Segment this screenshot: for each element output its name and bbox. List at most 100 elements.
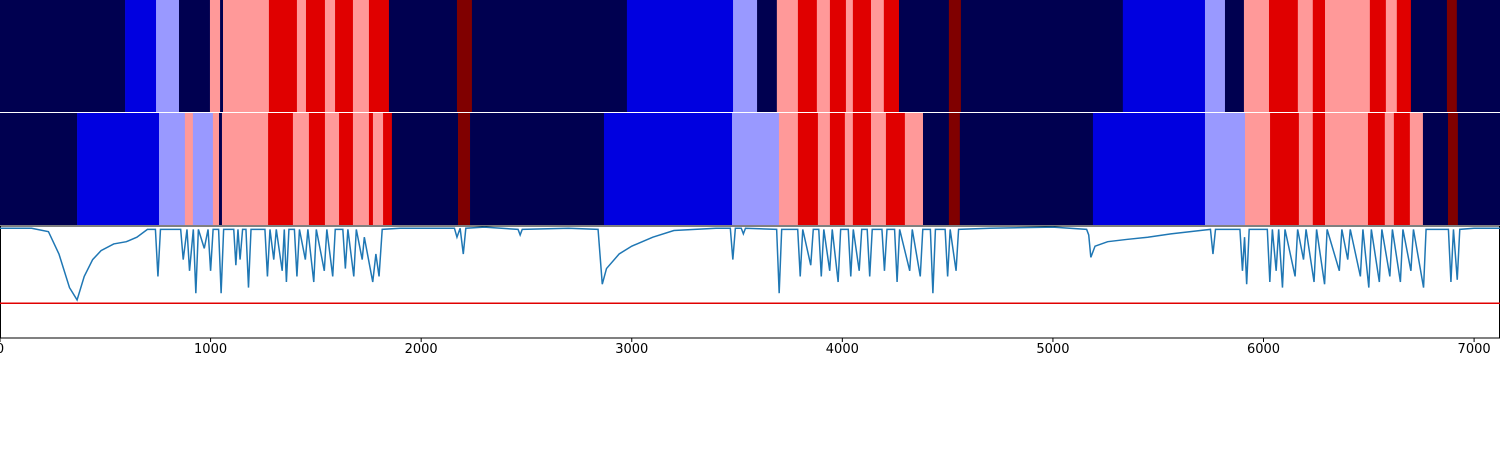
- segment: [268, 113, 294, 225]
- segment: [1312, 113, 1326, 225]
- segment: [852, 113, 872, 225]
- segment: [870, 0, 885, 112]
- segment: [456, 0, 473, 112]
- segment: [948, 0, 962, 112]
- segment: [221, 113, 269, 225]
- segment: [0, 113, 78, 225]
- segment: [1393, 113, 1411, 225]
- segment: [904, 113, 924, 225]
- segment: [1325, 113, 1369, 225]
- segment: [776, 0, 799, 112]
- segment: [458, 113, 471, 225]
- line: [0, 226, 1500, 302]
- segment: [470, 113, 605, 225]
- segment: [339, 113, 354, 225]
- segment: [885, 113, 906, 225]
- segment: [817, 113, 831, 225]
- segment: [829, 0, 847, 112]
- segment: [1385, 0, 1398, 112]
- segment: [603, 113, 733, 225]
- segment: [959, 113, 1094, 225]
- segment: [223, 0, 270, 112]
- x-tick-label: 4000: [826, 342, 859, 357]
- segment: [212, 113, 220, 225]
- segment: [352, 113, 370, 225]
- segment: [335, 0, 354, 112]
- segment: [797, 0, 818, 112]
- segment: [829, 113, 846, 225]
- segment: [948, 113, 961, 225]
- x-tick-label: 5000: [1036, 342, 1069, 357]
- segment: [156, 0, 180, 112]
- x-tick-label: 3000: [615, 342, 648, 357]
- segment: [368, 0, 390, 112]
- plot-frame: [0, 225, 1500, 339]
- segment: [852, 0, 872, 112]
- segment: [844, 113, 854, 225]
- segment: [845, 0, 854, 112]
- segment: [1312, 0, 1326, 112]
- segment: [292, 113, 310, 225]
- segment: [1298, 113, 1314, 225]
- x-tick-label: 6000: [1247, 342, 1280, 357]
- segment: [1325, 0, 1371, 112]
- segment: [324, 0, 336, 112]
- segment: [1384, 113, 1395, 225]
- segment: [1122, 0, 1206, 112]
- segment: [1369, 0, 1387, 112]
- segment: [1297, 0, 1314, 112]
- segment: [757, 0, 778, 112]
- segment: [1270, 113, 1300, 225]
- segment: [731, 113, 780, 225]
- segment: [158, 113, 186, 225]
- segment: [219, 113, 223, 225]
- segment: [1422, 113, 1449, 225]
- segment: [1457, 113, 1500, 225]
- segment: [1446, 0, 1458, 112]
- segment: [1224, 0, 1245, 112]
- x-tick-label: 1000: [194, 342, 227, 357]
- segment: [733, 0, 758, 112]
- segment: [296, 0, 307, 112]
- segment: [1456, 0, 1500, 112]
- segment: [1204, 113, 1246, 225]
- segment: [388, 0, 458, 112]
- segment: [0, 0, 126, 112]
- segment: [816, 0, 831, 112]
- segment: [391, 113, 459, 225]
- segment: [77, 113, 160, 225]
- segment: [1367, 113, 1386, 225]
- segment: [1092, 113, 1206, 225]
- segment: [1410, 0, 1448, 112]
- segment: [1268, 0, 1299, 112]
- segment: [898, 0, 950, 112]
- segment: [184, 113, 194, 225]
- segment: [1409, 113, 1424, 225]
- x-tick-label: 7000: [1458, 342, 1491, 357]
- segment: [626, 0, 734, 112]
- segment: [922, 113, 950, 225]
- segment: [192, 113, 214, 225]
- segment: [305, 0, 326, 112]
- segment: [178, 0, 211, 112]
- segment: [209, 0, 221, 112]
- segment: [1244, 113, 1271, 225]
- segment: [268, 0, 298, 112]
- segment: [125, 0, 157, 112]
- segment: [352, 0, 370, 112]
- segment: [220, 0, 224, 112]
- segment: [1447, 113, 1459, 225]
- segment: [372, 113, 384, 225]
- segment: [1204, 0, 1226, 112]
- segment: [1243, 0, 1270, 112]
- segment: [471, 0, 628, 112]
- x-tick-label: 2000: [405, 342, 438, 357]
- segment: [883, 0, 900, 112]
- segment: [960, 0, 1124, 112]
- segment: [778, 113, 799, 225]
- segment: [308, 113, 326, 225]
- segment: [870, 113, 887, 225]
- segment: [368, 113, 374, 225]
